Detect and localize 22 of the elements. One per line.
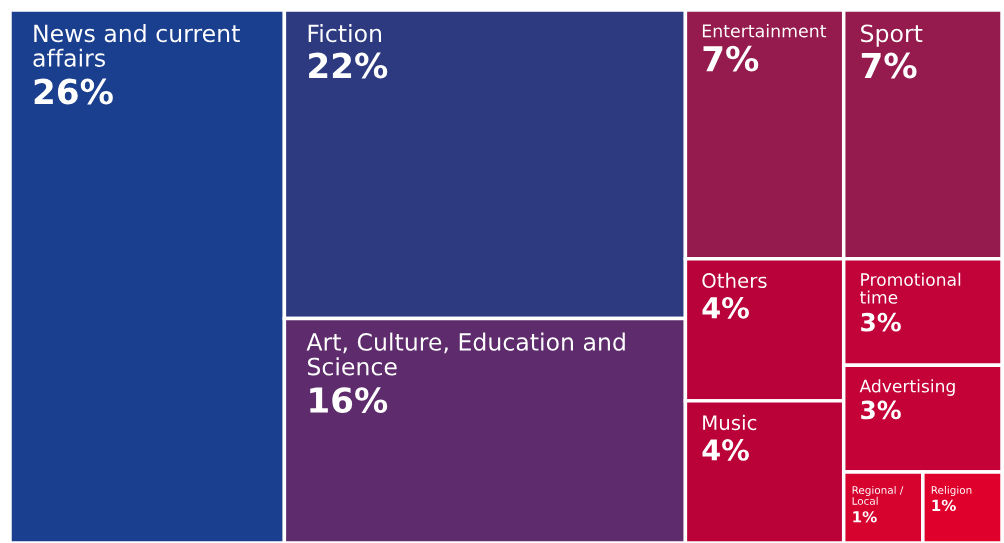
data-label: 7% [703, 45, 759, 72]
category-label: Sport [861, 24, 923, 47]
data-label: 4% [702, 439, 749, 461]
category-label: Music [703, 414, 757, 431]
data-label: 26% [34, 78, 113, 105]
data-label: 7% [861, 52, 917, 79]
category-label: Fiction [308, 24, 382, 43]
data-label: 3% [861, 312, 901, 332]
category-label: Others [702, 272, 767, 289]
category-label: News and current affairs [33, 24, 240, 67]
data-label: 1% [932, 499, 956, 512]
category-label: Regional / Local [852, 485, 904, 505]
data-label: 4% [702, 296, 749, 319]
category-label: Advertising [859, 379, 955, 396]
category-label: Entertainment [702, 24, 827, 38]
category-label: Religion [931, 485, 972, 497]
data-label: 16% [310, 387, 388, 414]
category-label: Art, Culture, Education and Science [306, 332, 625, 376]
data-label: 22% [309, 52, 388, 79]
data-label: 1% [853, 511, 877, 523]
data-label: 3% [861, 400, 901, 420]
category-label: Promotional time [859, 272, 961, 304]
